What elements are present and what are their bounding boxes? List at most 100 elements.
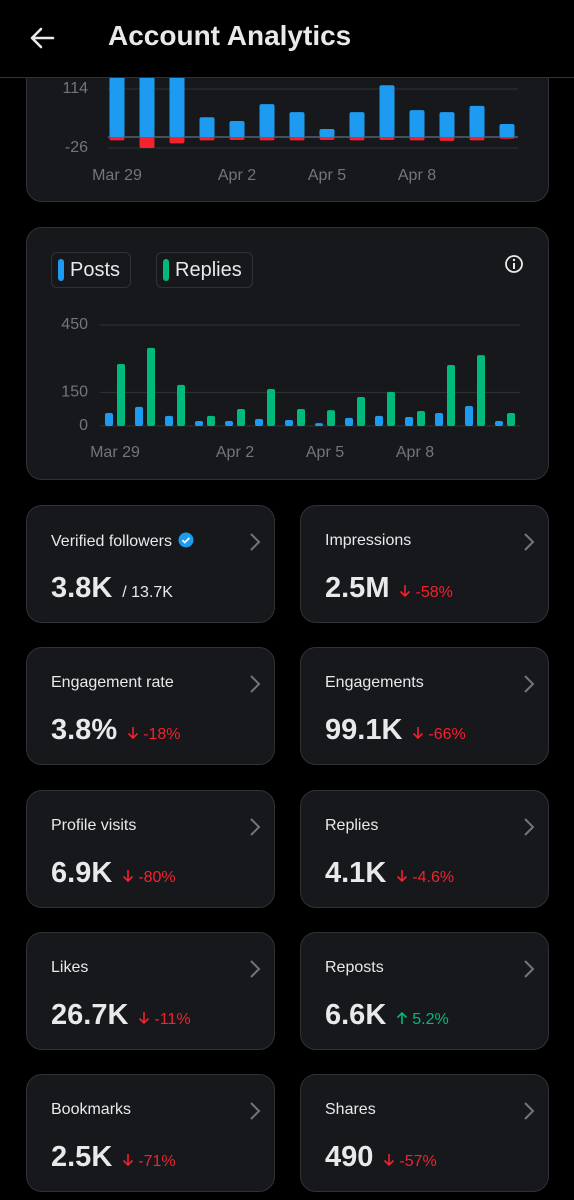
stat-value-row: 6.6K 5.2%: [325, 999, 449, 1032]
change-value: -71%: [138, 1153, 176, 1171]
stat-label: Verified followers: [51, 533, 172, 550]
legend-item[interactable]: Posts: [51, 252, 131, 288]
change-arrow: [399, 584, 415, 601]
change-value: -58%: [415, 584, 453, 601]
stat-label: Profile visits: [51, 816, 137, 834]
bar: [465, 406, 473, 426]
bar: [199, 137, 215, 141]
stat-card[interactable]: Likes 26.7K -11%: [26, 931, 275, 1050]
stat-value-row: 3.8% -18%: [51, 714, 180, 747]
stat-label-row: Engagements: [325, 674, 424, 692]
change-value: -66%: [428, 726, 466, 744]
bar: [255, 419, 263, 426]
chevron: [248, 817, 262, 842]
stat-card[interactable]: Impressions 2.5M -58%: [300, 505, 549, 623]
bar: [409, 137, 425, 141]
bar: [199, 117, 215, 138]
change-arrow: [127, 726, 143, 743]
stat-card[interactable]: Reposts 6.6K 5.2%: [300, 931, 549, 1050]
stat-label: Engagements: [325, 674, 424, 692]
stat-value: 99.1K: [325, 714, 403, 747]
stat-card[interactable]: Engagement rate 3.8% -18%: [26, 647, 275, 766]
x-tick-label: Mar 29: [90, 444, 140, 461]
legend-label: Posts: [70, 259, 121, 281]
chevron: [248, 959, 262, 984]
bar: [319, 137, 335, 140]
legend-item[interactable]: Replies: [156, 252, 253, 288]
stat-label: Engagement rate: [51, 674, 174, 692]
bar: [229, 137, 245, 140]
change-arrow: [396, 869, 412, 886]
bar: [469, 137, 485, 141]
bar: [477, 355, 485, 426]
stat-label: Impressions: [325, 532, 412, 549]
stat-value-row: 26.7K -11%: [51, 999, 191, 1032]
x-tick-label: Apr 2: [218, 167, 256, 184]
stat-value-row: 99.1K -66%: [325, 714, 466, 747]
stat-change: -71%: [122, 1153, 176, 1171]
bar: [319, 129, 335, 138]
stat-total: / 13.7K: [122, 584, 173, 601]
stat-change: 5.2%: [396, 1011, 449, 1028]
bar: [417, 410, 425, 426]
stat-value-row: 6.9K -80%: [51, 857, 176, 890]
info-icon[interactable]: [504, 254, 524, 274]
y-tick-label: 450: [61, 316, 88, 333]
stat-value: 26.7K: [51, 998, 129, 1031]
bar: [117, 364, 125, 426]
legend-label: Replies: [175, 259, 242, 281]
x-tick-label: Apr 8: [398, 167, 436, 184]
stat-change: -4.6%: [396, 869, 454, 886]
stat-label-row: Engagement rate: [51, 674, 174, 692]
bar: [315, 423, 323, 426]
stat-value-row: 2.5M -58%: [325, 572, 453, 605]
bar: [195, 421, 203, 426]
bar: [439, 137, 455, 141]
stat-card[interactable]: Replies 4.1K -4.6%: [300, 789, 549, 908]
bar: [387, 391, 395, 426]
chevron: [248, 674, 262, 699]
stat-label: Replies: [325, 816, 379, 834]
bar: [207, 415, 215, 426]
bar: [409, 110, 425, 138]
bar: [147, 347, 155, 426]
change-arrow: [122, 869, 138, 886]
bar: [135, 406, 143, 426]
x-tick-label: Apr 8: [396, 444, 434, 461]
stat-card[interactable]: Verified followers 3.8K / 13.7K: [26, 505, 275, 623]
stat-card[interactable]: Bookmarks 2.5K -71%: [26, 1074, 275, 1193]
bar: [169, 137, 185, 144]
stat-value: 4.1K: [325, 856, 387, 889]
bar: [405, 417, 413, 426]
page-title: Account Analytics: [108, 20, 352, 51]
bar: [345, 417, 353, 426]
change-value: -11%: [154, 1010, 191, 1028]
stat-label-row: Replies: [325, 817, 378, 835]
bar: [297, 408, 305, 426]
back-button[interactable]: [28, 24, 56, 52]
stat-label-row: Shares: [325, 1101, 376, 1119]
stat-value: 490: [325, 1141, 374, 1174]
bar: [495, 421, 503, 426]
stat-value-row: 3.8K / 13.7K: [51, 572, 173, 605]
change-value: -4.6%: [412, 868, 455, 886]
stat-card[interactable]: Shares 490 -57%: [300, 1074, 549, 1193]
stat-value: 6.9K: [51, 856, 113, 889]
change-value: -18%: [143, 726, 181, 744]
bar: [435, 412, 443, 426]
y-tick-label: -26: [65, 139, 88, 156]
chevron: [522, 959, 536, 984]
bar: [499, 123, 515, 138]
stat-label-row: Likes: [51, 959, 88, 977]
stat-label-row: Reposts: [325, 959, 384, 977]
bar: [439, 112, 455, 138]
stat-value-row: 490 -57%: [325, 1141, 437, 1174]
legend-swatch: [58, 259, 64, 281]
chevron: [522, 674, 536, 699]
stat-card[interactable]: Profile visits 6.9K -80%: [26, 789, 275, 908]
stat-label: Reposts: [325, 958, 384, 976]
bar: [379, 85, 395, 138]
stat-card[interactable]: Engagements 99.1K -66%: [300, 647, 549, 766]
verified-badge: [172, 532, 194, 550]
